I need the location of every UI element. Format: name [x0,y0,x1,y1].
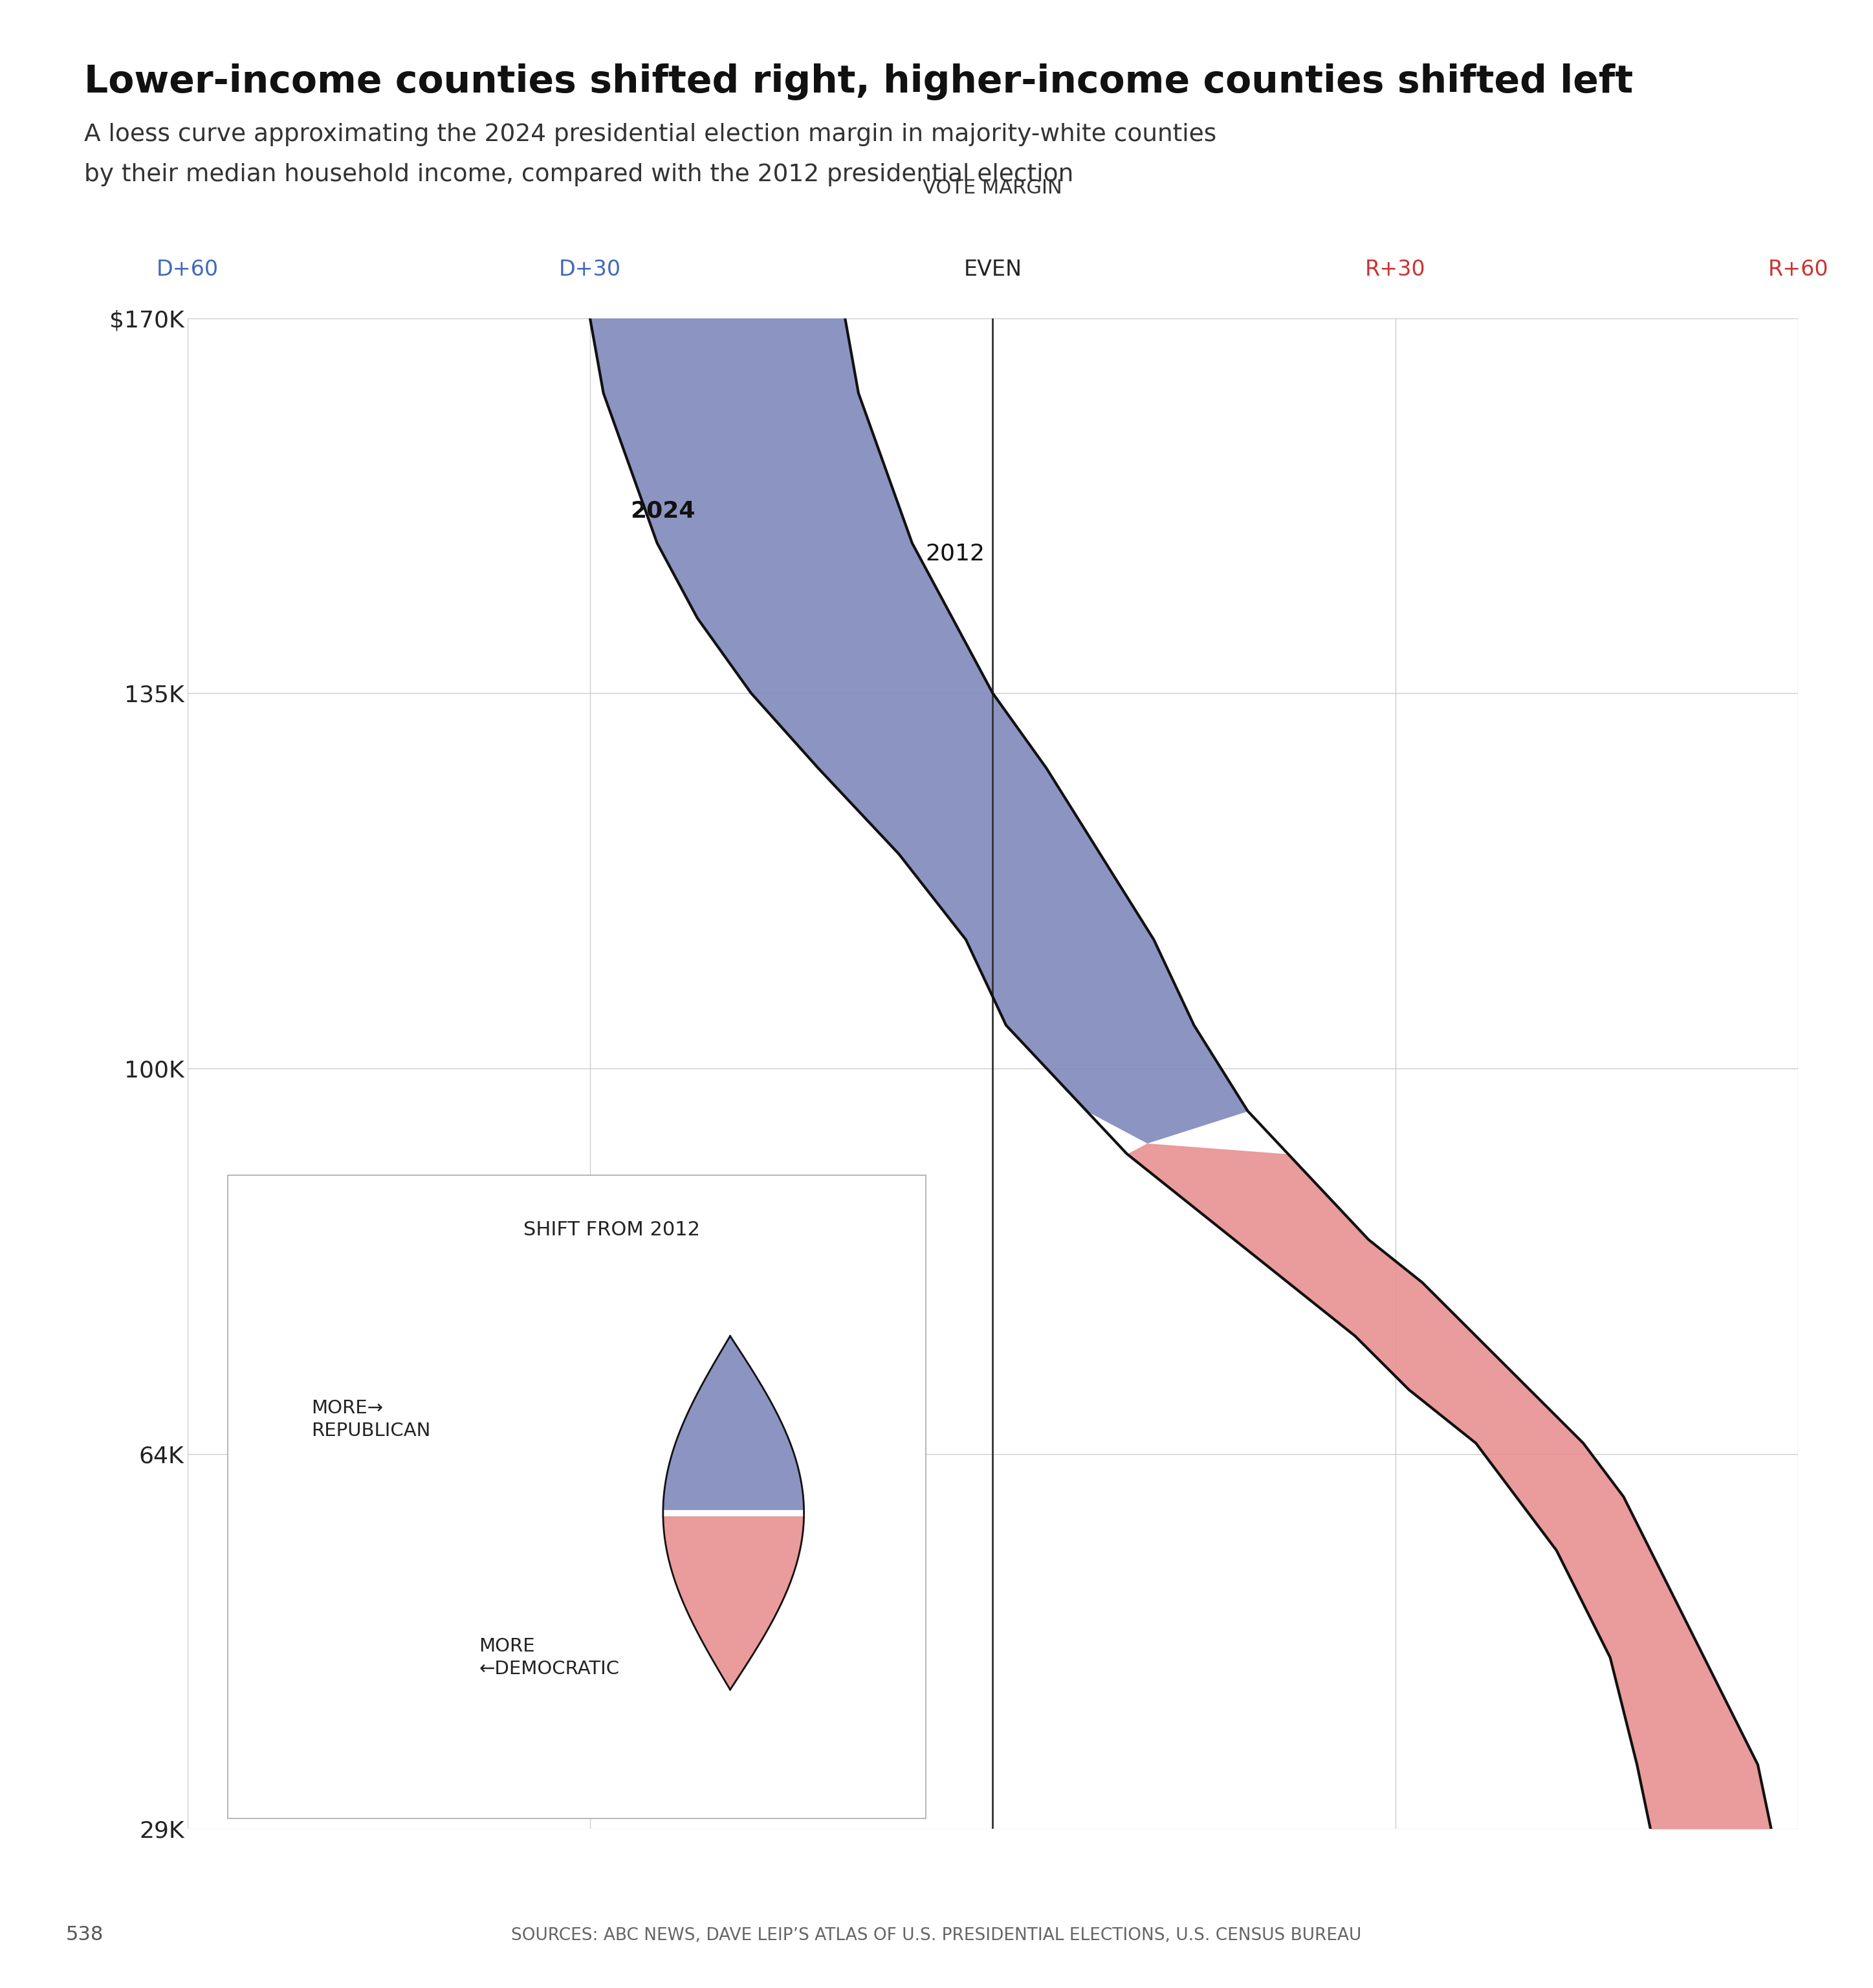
Text: R+60: R+60 [1768,258,1828,280]
Text: Lower-income counties shifted right, higher-income counties shifted left: Lower-income counties shifted right, hig… [84,64,1633,101]
Text: 538: 538 [66,1926,103,1944]
Text: D+30: D+30 [558,258,622,280]
Text: D+60: D+60 [155,258,219,280]
Bar [229,1175,925,1819]
Text: SHIFT FROM 2012: SHIFT FROM 2012 [523,1221,701,1239]
Text: SOURCES: ABC NEWS, DAVE LEIP’S ATLAS OF U.S. PRESIDENTIAL ELECTIONS, U.S. CENSUS: SOURCES: ABC NEWS, DAVE LEIP’S ATLAS OF … [511,1928,1362,1944]
Text: 2024: 2024 [629,499,695,523]
Text: VOTE MARGIN: VOTE MARGIN [923,179,1062,197]
Text: MORE→
REPUBLICAN: MORE→ REPUBLICAN [311,1400,431,1439]
Text: by their median household income, compared with the 2012 presidential election: by their median household income, compar… [84,163,1073,187]
Text: EVEN: EVEN [963,258,1023,280]
Text: MORE
←DEMOCRATIC: MORE ←DEMOCRATIC [479,1638,620,1678]
Text: 2012: 2012 [925,543,985,565]
Text: R+30: R+30 [1365,258,1425,280]
Text: A loess curve approximating the 2024 presidential election margin in majority-wh: A loess curve approximating the 2024 pre… [84,123,1217,147]
